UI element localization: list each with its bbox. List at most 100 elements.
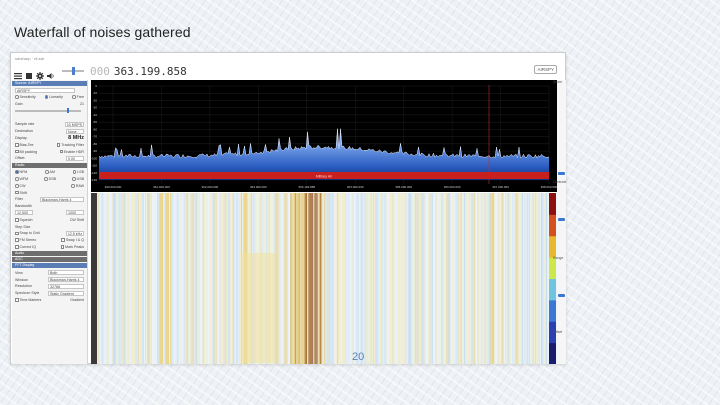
window-select[interactable]: Blackman-Harris 4 xyxy=(48,277,84,283)
volume-slider[interactable] xyxy=(62,67,84,75)
enable-hdr-option[interactable]: Enable HDR xyxy=(59,149,84,154)
waterfall-column xyxy=(203,193,205,364)
mode-cw-radio[interactable] xyxy=(15,184,19,188)
waterfall-display[interactable] xyxy=(91,193,557,365)
mode-nfm-radio[interactable] xyxy=(15,170,19,174)
range-slider[interactable] xyxy=(558,294,565,297)
waterfall-column xyxy=(110,193,112,364)
mode-raw[interactable]: RAW xyxy=(71,184,84,188)
sample-rate-select[interactable]: 10 MSPS xyxy=(64,121,84,127)
gain-slider[interactable] xyxy=(15,108,81,114)
mode-raw-radio[interactable] xyxy=(71,184,75,188)
mode-am[interactable]: AM xyxy=(45,170,55,174)
mode-dsb[interactable]: DSB xyxy=(44,177,56,181)
audio-section-header[interactable]: Audio xyxy=(12,251,87,257)
menu-icon[interactable] xyxy=(14,67,22,80)
linearity-radio[interactable] xyxy=(44,95,49,99)
waterfall-column xyxy=(527,193,529,364)
mode-dsb-radio[interactable] xyxy=(44,177,48,181)
source-device-select[interactable]: AIRSPY xyxy=(15,87,75,93)
free-radio[interactable] xyxy=(72,95,76,99)
bias-tee-checkbox[interactable] xyxy=(15,143,19,147)
shift-checkbox[interactable] xyxy=(15,190,19,195)
source-section-header[interactable]: Source: AIRSPY xyxy=(12,81,87,86)
time-markers-option[interactable]: Time Markers xyxy=(15,298,41,302)
volume-icon[interactable] xyxy=(47,67,55,79)
bandwidth-input[interactable]: 12,500 xyxy=(15,210,33,216)
gradient-button[interactable]: Gradient xyxy=(70,297,84,302)
step-select[interactable]: 12.5 kHz xyxy=(65,230,84,236)
contrast-slider[interactable] xyxy=(558,218,565,221)
mode-usb[interactable]: USB xyxy=(72,177,84,181)
spectrum-plot[interactable]: Military Air 0 -10 -20 -30 -40 -50 -60 -70 -80 -9… xyxy=(91,80,558,192)
bit-packing-checkbox[interactable] xyxy=(15,149,19,154)
waterfall-column xyxy=(483,193,485,364)
mode-am-radio[interactable] xyxy=(45,170,49,174)
stop-icon[interactable] xyxy=(25,67,33,79)
db-tick-label: -20 xyxy=(93,98,98,102)
mode-wfm[interactable]: WFM xyxy=(15,177,28,181)
fft-section-header[interactable]: FFT Display xyxy=(12,263,87,269)
bias-tee-option[interactable]: Bias-Tee xyxy=(15,143,33,147)
swap-iq-checkbox[interactable] xyxy=(61,238,65,242)
offset-input[interactable]: 0.00 xyxy=(66,155,84,161)
free-option[interactable]: Free xyxy=(72,95,84,99)
correct-iq-option[interactable]: Correct IQ xyxy=(15,245,36,249)
filter-select[interactable]: Blackman-Harris 4 xyxy=(40,196,84,202)
waterfall-column xyxy=(370,193,372,364)
waterfall-column xyxy=(437,193,439,364)
fm-stereo-option[interactable]: FM Stereo xyxy=(15,238,36,242)
radio-section-header[interactable]: Radio xyxy=(12,162,87,168)
waterfall-column xyxy=(463,193,465,364)
squelch-option[interactable]: Squelch xyxy=(15,218,33,222)
waterfall-column xyxy=(447,193,449,364)
waterfall-column xyxy=(308,193,310,364)
gear-icon[interactable] xyxy=(36,67,44,80)
mode-usb-radio[interactable] xyxy=(72,177,76,181)
waterfall-column xyxy=(430,193,432,364)
waterfall-column xyxy=(505,193,507,364)
waterfall-column xyxy=(134,193,136,364)
fm-stereo-checkbox[interactable] xyxy=(15,238,19,242)
agc-section-header[interactable]: AGC xyxy=(12,257,87,263)
mode-cw[interactable]: CW xyxy=(15,184,26,188)
resolution-select[interactable]: 32768 xyxy=(48,283,84,289)
spectrum-analyzer[interactable]: Military Air 0 -10 -20 -30 -40 -50 -60 -70 -80 -9… xyxy=(91,80,558,192)
waterfall-column xyxy=(280,193,282,364)
frequency-display[interactable]: 363.199.858 xyxy=(113,64,187,78)
waterfall-column xyxy=(302,193,304,364)
sensitivity-option[interactable]: Sensitivity xyxy=(15,95,36,99)
waterfall-column xyxy=(439,193,441,364)
tracking-filter-checkbox[interactable] xyxy=(56,143,61,147)
mode-lsb[interactable]: LSB xyxy=(72,170,84,174)
view-select[interactable]: Both xyxy=(48,270,84,276)
mark-peaks-checkbox[interactable] xyxy=(60,245,65,249)
enable-hdr-checkbox[interactable] xyxy=(59,149,64,154)
waterfall-column xyxy=(161,193,163,364)
waterfall-column xyxy=(391,193,393,364)
time-markers-checkbox[interactable] xyxy=(15,298,19,302)
waterfall-column xyxy=(157,193,159,364)
swap-iq-option[interactable]: Swap I & Q xyxy=(61,238,84,242)
squelch-checkbox[interactable] xyxy=(15,218,19,222)
decimation-select[interactable]: None xyxy=(66,128,84,134)
snap-checkbox[interactable] xyxy=(15,231,19,236)
zoom-slider[interactable] xyxy=(558,172,565,175)
waterfall-column xyxy=(139,193,141,364)
spectrum-style-select[interactable]: Static Gradient xyxy=(48,290,84,296)
mode-nfm[interactable]: NFM xyxy=(15,170,27,174)
sensitivity-radio[interactable] xyxy=(15,95,19,99)
linearity-option[interactable]: Linearity xyxy=(44,95,63,99)
correct-iq-checkbox[interactable] xyxy=(15,245,19,249)
mode-wfm-radio[interactable] xyxy=(15,177,19,181)
shift-option[interactable]: Shift xyxy=(15,191,27,195)
order-input[interactable]: 1000 xyxy=(66,210,84,216)
tracking-filter-option[interactable]: Tracking Filter xyxy=(56,143,84,147)
snap-option[interactable]: Snap to Grid xyxy=(15,231,40,235)
waterfall-column xyxy=(380,193,382,364)
mark-peaks-option[interactable]: Mark Peaks xyxy=(60,245,84,249)
mode-lsb-radio[interactable] xyxy=(72,170,77,174)
waterfall-column xyxy=(523,193,525,364)
waterfall-plot[interactable] xyxy=(91,193,557,365)
bit-packing-option[interactable]: Bit packing xyxy=(15,150,37,154)
